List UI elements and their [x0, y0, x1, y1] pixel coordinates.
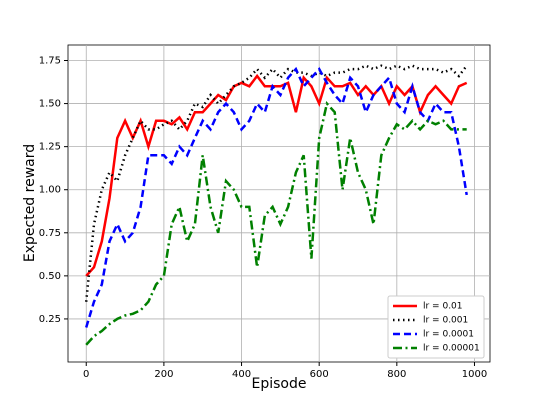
x-tick-label: 1000: [462, 369, 487, 380]
y-tick-label: 1.00: [39, 185, 61, 196]
legend-label: lr = 0.0001: [423, 330, 474, 340]
x-axis-title: Episode: [252, 376, 307, 392]
y-tick-label: 1.75: [39, 56, 61, 67]
x-tick-label: 800: [387, 369, 406, 380]
plot-frame: [67, 44, 491, 363]
legend-box: [387, 295, 485, 359]
series-line: [85, 73, 468, 277]
y-tick-label: 1.50: [39, 99, 61, 110]
legend-label: lr = 0.01: [423, 302, 463, 312]
series-line: [85, 66, 468, 328]
y-tick-label: 0.75: [39, 228, 61, 239]
y-tick-label: 0.25: [39, 314, 61, 325]
y-axis-title: Expected reward: [22, 144, 38, 262]
x-tick-label: 400: [232, 369, 251, 380]
legend-label: lr = 0.001: [423, 316, 468, 326]
x-tick-label: 0: [83, 369, 89, 380]
x-tick-label: 200: [154, 369, 173, 380]
legend-label: lr = 0.00001: [423, 344, 480, 354]
series-line: [84, 64, 468, 302]
y-tick-label: 1.25: [39, 142, 61, 153]
x-tick-label: 600: [310, 369, 329, 380]
y-tick-label: 0.50: [39, 271, 61, 282]
series-line: [85, 100, 467, 346]
